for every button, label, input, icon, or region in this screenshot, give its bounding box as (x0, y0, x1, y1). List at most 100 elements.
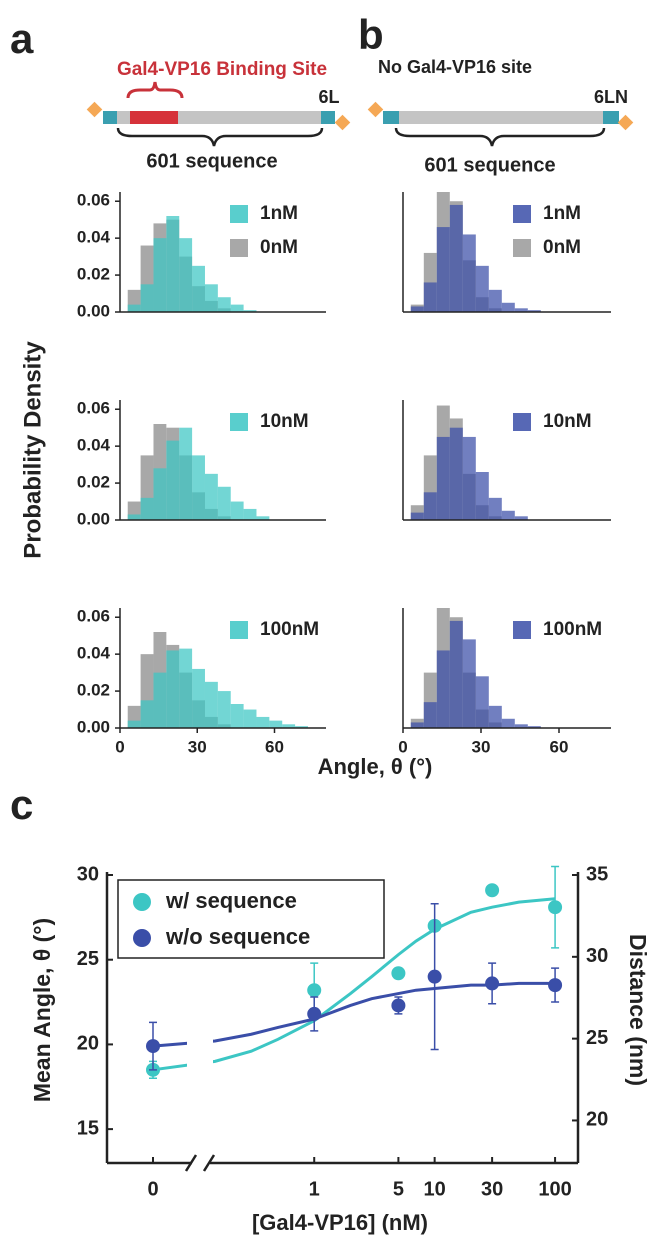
y-tick-label: 25 (77, 948, 99, 970)
bar (192, 455, 205, 520)
bar (256, 516, 270, 520)
bar (243, 310, 257, 312)
dna-end (321, 111, 335, 124)
legend-swatch (133, 929, 151, 947)
bar (166, 440, 180, 520)
handle (86, 101, 103, 118)
legend-label: 100nM (543, 619, 602, 640)
binding-site (130, 111, 178, 124)
diagram-title: No Gal4-VP16 site (378, 57, 532, 77)
dna-end (103, 111, 117, 124)
bar (436, 227, 450, 312)
bar (140, 700, 154, 728)
dna-end (603, 111, 619, 124)
x-tick-label: 30 (188, 737, 207, 756)
handle (334, 114, 351, 131)
bar (501, 302, 515, 312)
error-cap (310, 996, 319, 1032)
y-tick-label: 0.00 (77, 509, 110, 528)
bar (217, 297, 231, 312)
bar (436, 650, 450, 728)
y-tick-label: 0.00 (77, 301, 110, 320)
y-tick-label: 0.06 (77, 607, 110, 626)
bar (230, 501, 244, 520)
point (548, 900, 563, 915)
bar (488, 705, 502, 728)
error-cap (430, 903, 439, 1051)
legend-swatch (230, 239, 248, 257)
sequence-brace (116, 127, 324, 147)
bar (140, 284, 154, 312)
dna-bar (383, 111, 619, 124)
x-tick-label: 0 (115, 737, 124, 756)
bar (475, 472, 489, 520)
site-brace (126, 81, 184, 99)
bar (475, 676, 489, 728)
y-tick-label: 0.02 (77, 681, 110, 700)
bar (423, 282, 437, 312)
bar (514, 516, 528, 520)
y-tick-label: 0.04 (77, 644, 111, 663)
error-cap (551, 865, 560, 949)
y2-tick-label: 30 (586, 945, 608, 967)
bar (243, 508, 257, 520)
error-cap (394, 996, 403, 1015)
bar (127, 514, 141, 520)
diagram-b: No Gal4-VP16 site 6LN 601 sequence (367, 57, 634, 176)
fit-line (152, 897, 556, 1072)
legend-swatch (230, 205, 248, 223)
legend-label: w/ sequence (165, 888, 297, 913)
bar (204, 681, 218, 728)
bar (527, 310, 541, 312)
fit-line (152, 981, 556, 1048)
point (307, 1006, 322, 1021)
legend-swatch (230, 621, 248, 639)
bar (449, 620, 463, 728)
bar (192, 668, 205, 728)
sequence-brace (394, 127, 606, 147)
bar (179, 427, 193, 520)
legend-box (117, 879, 385, 959)
x-tick-label: 1 (309, 1178, 320, 1200)
bar (282, 724, 296, 728)
handle (367, 101, 384, 118)
x-tick-label: 60 (265, 737, 284, 756)
bar (127, 720, 141, 728)
panel-label: a (10, 15, 34, 62)
bar (256, 716, 270, 728)
bar (462, 234, 476, 312)
bar (423, 492, 437, 520)
y2-tick-label: 20 (586, 1109, 608, 1131)
y-axis-label: Probability Density (19, 341, 46, 559)
legend-label: w/o sequence (165, 924, 310, 949)
point (307, 983, 322, 998)
y-tick-label: 30 (77, 863, 99, 885)
bar (501, 510, 515, 520)
point (146, 1039, 160, 1054)
bar (192, 265, 205, 312)
error-cap (551, 967, 560, 1003)
point (548, 978, 563, 993)
bar (179, 648, 193, 728)
x-axis-label: Angle, θ (°) (318, 754, 433, 779)
y-tick-label: 0.02 (77, 265, 110, 284)
error-cap (488, 962, 497, 1005)
diagram-a: Gal4-VP16 Binding Site 6L 601 sequence (86, 59, 351, 172)
x-tick-label: 10 (424, 1178, 446, 1200)
dna-end (383, 111, 399, 124)
bar (217, 691, 231, 728)
point (427, 969, 442, 984)
y-tick-label: 0.00 (77, 717, 110, 736)
bar (127, 304, 141, 312)
end-label: 6LN (594, 87, 628, 107)
legend-label: 0nM (260, 237, 298, 258)
bar (166, 216, 180, 312)
legend-swatch (513, 621, 531, 639)
bar (449, 427, 463, 520)
legend-swatch (513, 205, 531, 223)
x-tick-label: 100 (538, 1178, 571, 1200)
bar (501, 718, 515, 728)
y-axis-label: Mean Angle, θ (°) (29, 918, 55, 1102)
bar (166, 650, 180, 728)
